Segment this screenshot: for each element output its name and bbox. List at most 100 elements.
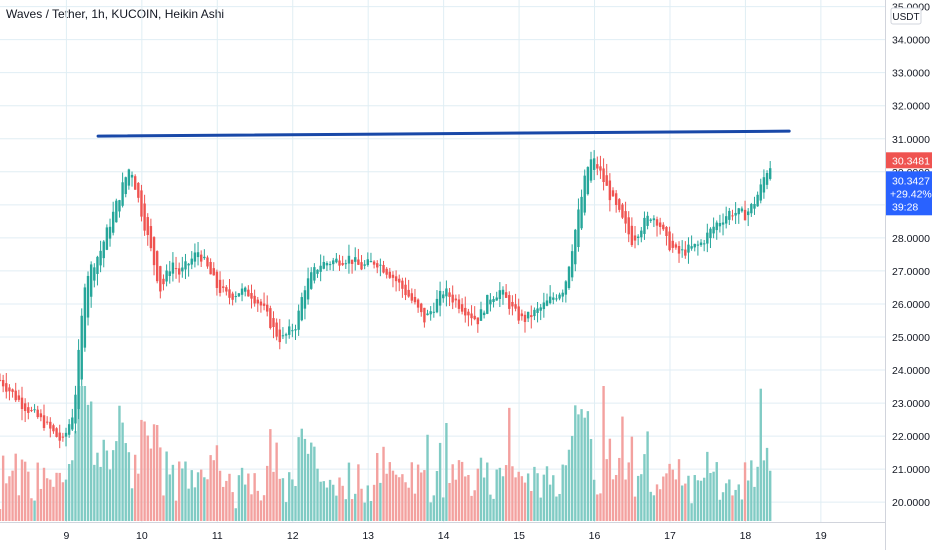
candle-body xyxy=(115,200,118,223)
volume-bar xyxy=(611,479,615,521)
volume-bar xyxy=(11,470,14,521)
volume-bar xyxy=(658,489,662,521)
volume-bar xyxy=(237,475,241,521)
time-tick-label: 11 xyxy=(212,530,223,542)
candle-body xyxy=(501,289,505,295)
candle-body xyxy=(746,211,750,216)
candle-body xyxy=(662,224,665,230)
candle-body xyxy=(64,432,68,437)
volume-bar xyxy=(429,502,432,521)
volume-bar xyxy=(372,484,376,521)
volume-bar xyxy=(715,462,718,521)
candle-body xyxy=(105,227,109,250)
candle-body xyxy=(316,269,319,274)
candle-body xyxy=(341,263,344,265)
candle-body xyxy=(558,294,561,299)
volume-bar xyxy=(668,463,671,521)
volume-bar xyxy=(300,428,303,521)
candle-body xyxy=(0,379,2,381)
volume-bar xyxy=(636,475,640,521)
candle-body xyxy=(363,264,366,266)
volume-bar xyxy=(753,486,756,521)
time-tick-label: 19 xyxy=(815,530,827,542)
candle-body xyxy=(520,313,524,317)
volume-bar xyxy=(498,467,502,521)
candle-body xyxy=(677,245,681,254)
candle-body xyxy=(495,297,498,301)
candle-body xyxy=(71,417,74,430)
volume-bar xyxy=(410,462,414,521)
candle-body xyxy=(266,304,269,312)
candle-body xyxy=(33,409,36,411)
volume-bar xyxy=(476,468,480,521)
candle-body xyxy=(696,244,700,246)
volume-bar xyxy=(77,386,80,521)
candle-body xyxy=(438,290,442,306)
volume-bar xyxy=(501,476,505,521)
volume-bar xyxy=(627,462,630,521)
candle-body xyxy=(118,200,121,212)
volume-bar xyxy=(177,461,181,521)
volume-bar xyxy=(750,460,753,521)
volume-bar xyxy=(602,386,605,521)
current-price-value: 30.3427 xyxy=(892,175,930,187)
volume-bar xyxy=(690,503,693,521)
candle-body xyxy=(278,329,281,343)
volume-bar xyxy=(596,494,599,521)
volume-bar xyxy=(743,462,747,521)
candle-body xyxy=(643,217,646,234)
price-tick-label: 24.0000 xyxy=(892,365,930,377)
volume-bar xyxy=(464,476,467,521)
candle-body xyxy=(96,256,99,274)
candle-body xyxy=(357,259,360,265)
volume-bar xyxy=(768,470,772,521)
candle-body xyxy=(470,313,473,319)
volume-bar xyxy=(630,436,634,521)
volume-bar xyxy=(432,495,436,521)
volume-bar xyxy=(338,477,341,521)
candle-body xyxy=(586,167,590,195)
candle-body xyxy=(592,158,596,170)
candle-body xyxy=(45,421,49,423)
volume-bar xyxy=(473,490,476,521)
candle-body xyxy=(523,314,527,322)
volume-bar xyxy=(570,435,574,521)
volume-bar xyxy=(385,473,388,521)
volume-bar xyxy=(146,435,149,521)
candle-body xyxy=(8,387,11,392)
volume-bar xyxy=(319,481,322,521)
volume-bar xyxy=(684,483,687,521)
volume-bar xyxy=(165,451,168,521)
candle-body xyxy=(262,303,266,306)
volume-bar xyxy=(0,509,2,521)
volume-bar xyxy=(699,480,703,521)
volume-bar xyxy=(203,477,206,521)
volume-bar xyxy=(514,477,517,521)
resistance-trendline[interactable] xyxy=(96,129,791,138)
candle-body xyxy=(482,312,486,316)
candle-body xyxy=(14,390,17,401)
volume-bar xyxy=(52,486,55,521)
volume-bar xyxy=(152,424,156,521)
volume-bar xyxy=(495,469,498,521)
time-tick-label: 13 xyxy=(362,530,374,542)
candle-body xyxy=(181,267,184,272)
time-tick-label: 17 xyxy=(664,530,676,542)
candle-body xyxy=(608,180,612,201)
currency-unit-box[interactable] xyxy=(890,7,922,25)
volume-bar xyxy=(231,492,234,521)
candle-body xyxy=(159,266,162,292)
candle-body xyxy=(36,409,39,418)
volume-bar xyxy=(376,453,379,521)
candle-body xyxy=(627,217,630,235)
candle-body xyxy=(111,211,115,233)
candle-body xyxy=(614,193,618,205)
volume-bar xyxy=(313,446,316,521)
candle-body xyxy=(196,252,200,258)
candle-body xyxy=(404,284,407,296)
volume-bar xyxy=(96,452,99,521)
volume-bar xyxy=(322,481,325,521)
candle-body xyxy=(376,263,379,268)
candle-body xyxy=(489,299,492,305)
